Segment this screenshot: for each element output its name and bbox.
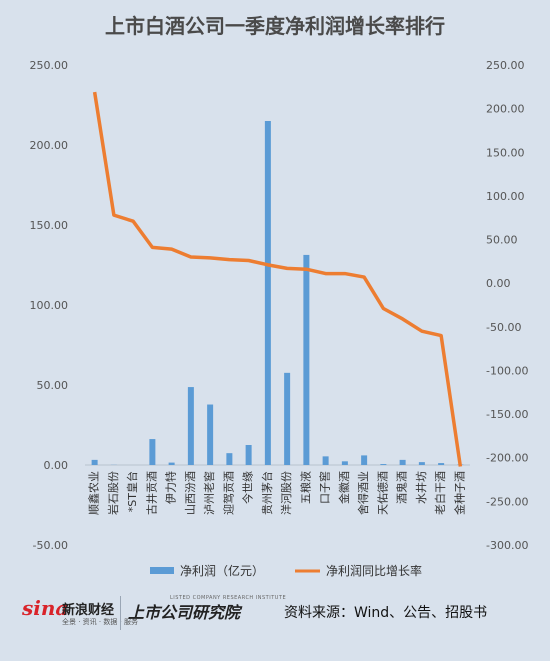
bar-12 <box>322 456 329 465</box>
bar-17 <box>418 462 425 465</box>
category-label: 岩石股份 <box>106 471 120 515</box>
category-label: 伊力特 <box>164 471 178 504</box>
bar-11 <box>303 254 310 465</box>
institute-english-name: LISTED COMPANY RESEARCH INSTITUTE <box>170 595 287 601</box>
right-tick-label: -200.00 <box>486 452 528 465</box>
bar-10 <box>284 372 291 465</box>
category-label: 舍得酒业 <box>356 471 370 515</box>
right-tick-label: 250.00 <box>486 59 525 72</box>
category-label: 金徽酒 <box>337 471 351 504</box>
bar-6 <box>207 404 214 465</box>
bar-4 <box>168 462 175 465</box>
right-tick-label: -300.00 <box>486 539 528 552</box>
category-label: 泸州老窖 <box>202 471 216 515</box>
legend: 净利润（亿元） 净利润同比增长率 <box>150 563 422 578</box>
data-source: 资料来源：Wind、公告、招股书 <box>284 605 488 621</box>
chart-title: 上市白酒公司一季度净利润增长率排行 <box>105 14 445 38</box>
right-tick-label: 200.00 <box>486 103 525 116</box>
category-label: 酒鬼酒 <box>395 471 409 504</box>
bar-14 <box>361 455 368 465</box>
category-label: 水井坊 <box>414 471 428 504</box>
left-tick-label: 150.00 <box>30 219 69 232</box>
category-label: 古井贡酒 <box>144 471 158 515</box>
sina-brand-name: 新浪财经 <box>62 603 115 618</box>
category-label: 天佑德酒 <box>375 471 389 515</box>
category-label: 老白干酒 <box>433 471 447 515</box>
footer: sina 新浪财经 全景 · 资讯 · 数据 · 服务 LISTED COMPA… <box>0 588 550 638</box>
sina-tagline: 全景 · 资讯 · 数据 · 服务 <box>62 618 139 626</box>
bar-5 <box>187 387 194 465</box>
bar-8 <box>245 445 252 465</box>
bar-3 <box>149 439 156 465</box>
left-axis-ticks: -50.00 0.00 50.00 100.00 150.00 200.00 250.00 <box>30 59 69 552</box>
category-label: 顺鑫农业 <box>87 471 101 515</box>
left-tick-label: 200.00 <box>30 139 69 152</box>
bar-series <box>91 121 464 465</box>
right-tick-label: 0.00 <box>486 277 511 290</box>
bar-16 <box>399 459 406 465</box>
right-tick-label: -50.00 <box>486 321 521 334</box>
bar-9 <box>264 121 271 465</box>
category-label: 贵州茅台 <box>260 471 274 515</box>
right-tick-label: 100.00 <box>486 190 525 203</box>
left-tick-label: 250.00 <box>30 59 69 72</box>
right-tick-label: 150.00 <box>486 146 525 159</box>
category-label: 口子窖 <box>318 471 332 504</box>
right-tick-label: 50.00 <box>486 234 518 247</box>
legend-label-line: 净利润同比增长率 <box>326 563 422 578</box>
right-axis-ticks: -300.00 -250.00 -200.00 -150.00 -100.00 -50.0… <box>486 59 528 552</box>
category-label: 洋河股份 <box>279 471 293 515</box>
left-tick-label: -50.00 <box>33 539 68 552</box>
bar-7 <box>226 453 233 465</box>
legend-swatch-bar <box>150 567 174 574</box>
legend-label-bar: 净利润（亿元） <box>180 563 264 578</box>
bar-0 <box>91 459 98 465</box>
category-label: 金种子酒 <box>452 471 466 515</box>
category-labels: 顺鑫农业 岩石股份 *ST皇台 古井贡酒 伊力特 山西汾酒 泸州老窖 迎驾贡酒 今世缘 贵州茅台洋… <box>87 471 467 515</box>
left-tick-label: 50.00 <box>37 379 69 392</box>
category-label: *ST皇台 <box>125 471 139 512</box>
growth-line <box>92 91 463 467</box>
sina-logo[interactable]: sina <box>22 596 69 620</box>
institute-name[interactable]: 上市公司研究院 <box>128 603 241 622</box>
bar-18 <box>438 463 445 465</box>
right-tick-label: -250.00 <box>486 495 528 508</box>
right-tick-label: -100.00 <box>486 364 528 377</box>
right-tick-label: -150.00 <box>486 408 528 421</box>
left-tick-label: 0.00 <box>44 459 69 472</box>
category-label: 山西汾酒 <box>184 471 197 515</box>
footer-divider <box>120 596 121 630</box>
bar-15 <box>380 464 387 465</box>
category-label: 今世缘 <box>241 471 255 504</box>
category-label: 五粮液 <box>298 471 312 504</box>
left-tick-label: 100.00 <box>30 299 69 312</box>
bar-13 <box>341 461 348 465</box>
category-label: 迎驾贡酒 <box>222 471 235 515</box>
